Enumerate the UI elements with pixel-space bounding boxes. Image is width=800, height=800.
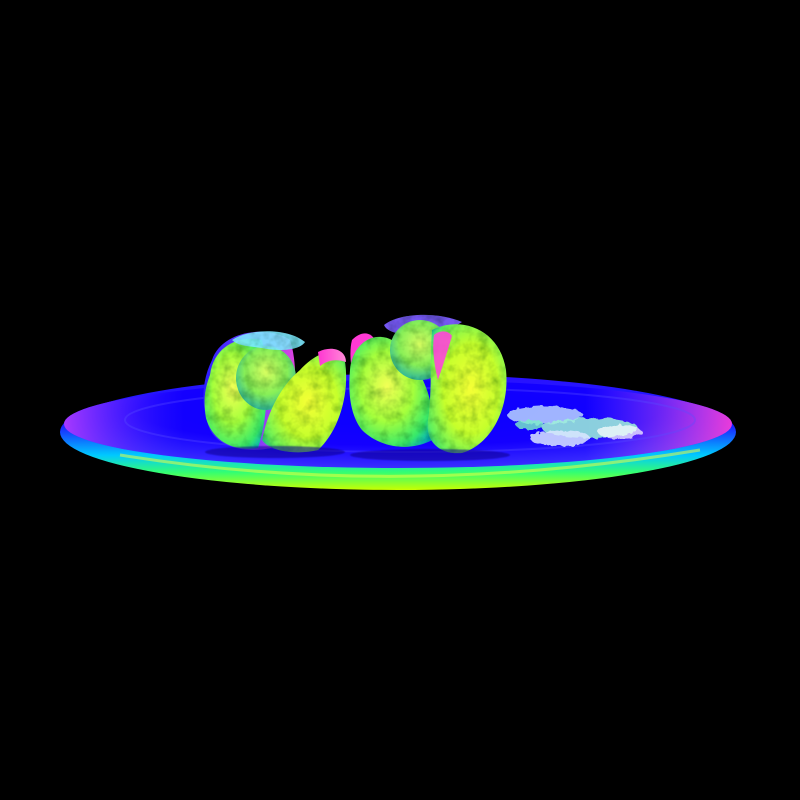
food-item-right	[349, 314, 507, 454]
bun-left-rim	[318, 348, 346, 366]
plate-bottom-shine	[119, 448, 701, 478]
bun-right-seam	[433, 331, 452, 380]
bun-right-half-b	[427, 324, 507, 454]
bun-left-half-b	[262, 351, 347, 453]
bun-left-top	[232, 331, 305, 350]
garnish-right	[507, 406, 642, 446]
shadow-left	[205, 446, 345, 458]
shadow-right	[350, 449, 510, 461]
food-item-left	[203, 331, 347, 453]
